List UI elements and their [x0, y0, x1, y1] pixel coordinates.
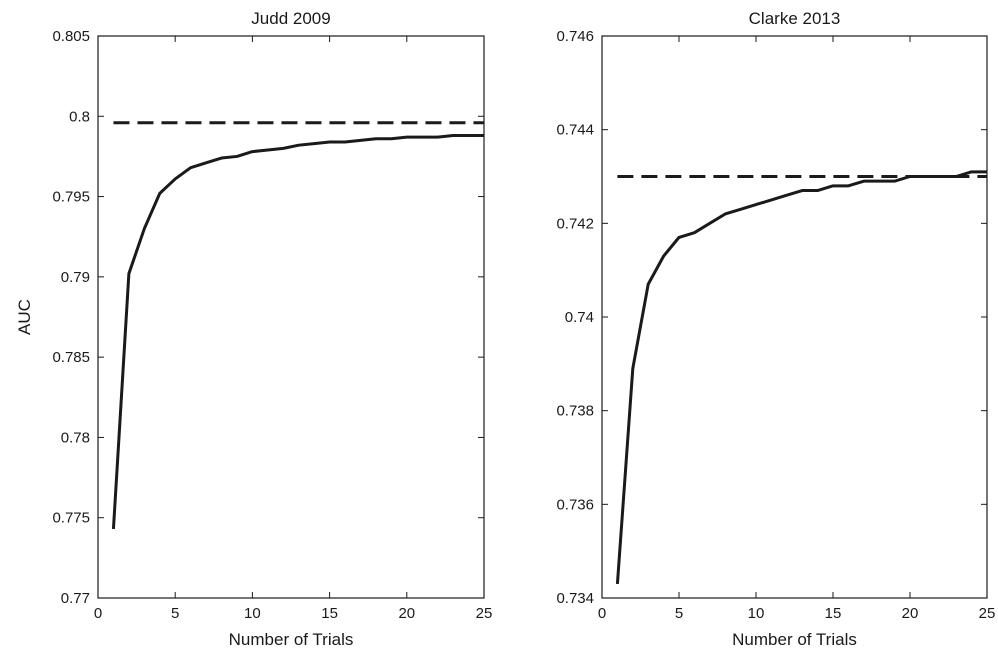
- x-tick-label: 0: [598, 605, 606, 622]
- y-tick-label: 0.744: [556, 122, 594, 139]
- x-tick-label: 5: [171, 605, 179, 622]
- series-line-solid: [111, 134, 484, 530]
- y-axis-label: AUC: [15, 299, 34, 335]
- x-tick-label: 25: [476, 605, 493, 622]
- y-tick-label: 0.775: [52, 510, 90, 527]
- x-axis-label: Number of Trials: [732, 630, 857, 649]
- series-line-solid: [615, 170, 987, 585]
- x-tick-label: 15: [321, 605, 338, 622]
- x-tick-label: 5: [675, 605, 683, 622]
- y-tick-label: 0.746: [556, 28, 594, 45]
- y-tick-label: 0.805: [52, 28, 90, 45]
- y-tick-label: 0.785: [52, 349, 90, 366]
- y-tick-label: 0.742: [556, 215, 594, 232]
- y-tick-label: 0.738: [556, 403, 594, 420]
- chart-panel-judd-2009: Judd 2009 0 5 10 15 20 25 0.77 0.775 0.78 0.785 0.7…: [15, 9, 492, 649]
- x-tick-label: 25: [979, 605, 996, 622]
- axes-frame: [97, 35, 485, 599]
- y-tick-label: 0.78: [61, 429, 90, 446]
- x-tick-label: 20: [398, 605, 415, 622]
- y-tick-label: 0.74: [565, 309, 594, 326]
- y-tick-label: 0.795: [52, 189, 90, 206]
- y-tick-label: 0.736: [556, 496, 594, 513]
- x-tick-label: 20: [902, 605, 919, 622]
- x-tick-label: 10: [748, 605, 765, 622]
- x-tick-label: 15: [825, 605, 842, 622]
- x-tick-label: 10: [244, 605, 261, 622]
- chart-panel-clarke-2013: Clarke 2013 0 5 10 15 20 25 0.734 0.736 0.738 0.74…: [556, 9, 995, 649]
- y-tick-label: 0.734: [556, 590, 594, 607]
- y-tick-label: 0.8: [69, 108, 90, 125]
- y-tick-label: 0.77: [61, 590, 90, 607]
- x-tick-label: 0: [94, 605, 102, 622]
- y-tick-label: 0.79: [61, 269, 90, 286]
- x-axis-label: Number of Trials: [229, 630, 354, 649]
- axes-frame: [601, 35, 988, 599]
- chart-title: Clarke 2013: [749, 9, 841, 28]
- chart-title: Judd 2009: [251, 9, 330, 28]
